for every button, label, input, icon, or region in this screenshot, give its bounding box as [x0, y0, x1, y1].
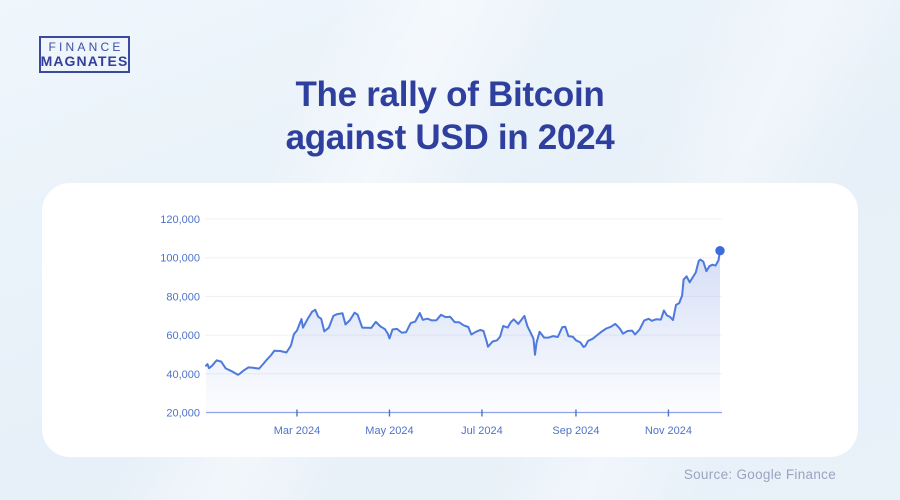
finance-magnates-logo: FINANCE MAGNATES: [39, 36, 130, 73]
logo-line-magnates: MAGNATES: [40, 53, 129, 69]
price-area-fill: [206, 250, 720, 413]
logo-line-finance: FINANCE: [48, 40, 124, 54]
latest-price-dot: [715, 246, 725, 256]
x-tick-label-Sep 2024: Sep 2024: [552, 425, 599, 437]
x-tick-label-Mar 2024: Mar 2024: [274, 425, 320, 437]
y-tick-label-100,000: 100,000: [160, 253, 200, 265]
page-title: The rally of Bitcoin against USD in 2024: [0, 74, 900, 159]
y-tick-label-20,000: 20,000: [166, 408, 200, 420]
price-line: [205, 249, 721, 376]
y-tick-label-120,000: 120,000: [160, 214, 200, 226]
x-tick-label-Nov 2024: Nov 2024: [645, 425, 692, 437]
y-tick-label-80,000: 80,000: [166, 291, 200, 303]
x-tick-label-Jul 2024: Jul 2024: [461, 425, 503, 437]
y-tick-label-40,000: 40,000: [166, 369, 200, 381]
page-title-line-2: against USD in 2024: [285, 117, 615, 157]
x-tick-label-May 2024: May 2024: [365, 425, 413, 437]
source-attribution: Source: Google Finance: [683, 467, 836, 482]
page-title-line-1: The rally of Bitcoin: [295, 75, 605, 114]
y-tick-label-60,000: 60,000: [166, 330, 200, 342]
